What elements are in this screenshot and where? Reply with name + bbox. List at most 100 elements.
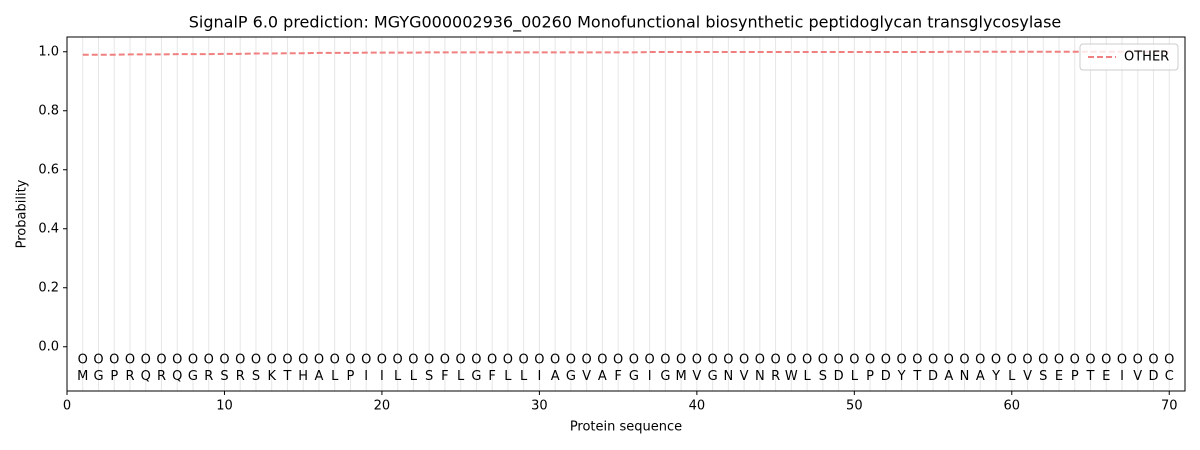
state-label: O — [770, 353, 780, 368]
residue-label: H — [298, 369, 308, 384]
state-label: O — [156, 353, 166, 368]
y-tick-label: 1.0 — [38, 44, 59, 59]
residue-label: L — [410, 369, 418, 384]
state-label: O — [1133, 353, 1143, 368]
state-label: O — [723, 353, 733, 368]
state-label: O — [739, 353, 749, 368]
state-label: O — [251, 353, 261, 368]
residue-label: A — [598, 369, 607, 384]
residue-label: I — [380, 369, 384, 384]
state-label: O — [1085, 353, 1095, 368]
residue-label: A — [551, 369, 560, 384]
state-label: O — [1070, 353, 1080, 368]
y-tick-label: 0.6 — [38, 162, 59, 177]
state-label: O — [645, 353, 655, 368]
residue-label: L — [1008, 369, 1016, 384]
state-label: O — [393, 353, 403, 368]
residue-label: W — [785, 369, 798, 384]
state-label: O — [377, 353, 387, 368]
residue-label: T — [282, 369, 291, 384]
residue-label: D — [1148, 369, 1158, 384]
state-label: O — [959, 353, 969, 368]
state-label: O — [503, 353, 513, 368]
residue-label: F — [614, 369, 621, 384]
x-tick-label: 60 — [1004, 399, 1021, 414]
residue-label: R — [236, 369, 245, 384]
residue-label: A — [976, 369, 985, 384]
residue-label: G — [471, 369, 481, 384]
state-label: O — [550, 353, 560, 368]
residue-label: C — [1165, 369, 1174, 384]
residue-label: Q — [141, 369, 151, 384]
residue-label: R — [125, 369, 134, 384]
state-label: O — [881, 353, 891, 368]
residue-label: V — [1023, 369, 1032, 384]
state-label: O — [896, 353, 906, 368]
series-line — [82, 50, 1170, 56]
residue-label: L — [520, 369, 528, 384]
state-label: O — [944, 353, 954, 368]
state-label: O — [109, 353, 119, 368]
residue-label: L — [504, 369, 512, 384]
residue-label: N — [960, 369, 970, 384]
state-label: O — [676, 353, 686, 368]
chart-title: SignalP 6.0 prediction: MGYG000002936_00… — [189, 13, 1062, 33]
residue-label: D — [928, 369, 938, 384]
state-label: O — [865, 353, 875, 368]
residue-label: L — [803, 369, 811, 384]
state-label: O — [282, 353, 292, 368]
residue-label: I — [648, 369, 652, 384]
plot-frame — [66, 36, 1186, 392]
state-label: O — [1007, 353, 1017, 368]
state-label: O — [1164, 353, 1174, 368]
state-label: O — [582, 353, 592, 368]
state-label: O — [991, 353, 1001, 368]
residue-label: A — [314, 369, 323, 384]
state-label: O — [298, 353, 308, 368]
residue-label: N — [755, 369, 765, 384]
state-label: O — [487, 353, 497, 368]
state-label: O — [975, 353, 985, 368]
residue-label: G — [93, 369, 103, 384]
residue-label: V — [740, 369, 749, 384]
state-label: O — [471, 353, 481, 368]
state-label: O — [928, 353, 938, 368]
state-label: O — [534, 353, 544, 368]
state-label: O — [1054, 353, 1064, 368]
residue-label: G — [708, 369, 718, 384]
state-label: O — [424, 353, 434, 368]
state-label: O — [660, 353, 670, 368]
state-label: O — [692, 353, 702, 368]
state-label: O — [597, 353, 607, 368]
residue-label: S — [252, 369, 260, 384]
state-label: O — [330, 353, 340, 368]
legend-box — [1079, 43, 1179, 71]
state-label: O — [912, 353, 922, 368]
residue-label: I — [364, 369, 368, 384]
state-label: O — [188, 353, 198, 368]
residue-label: R — [204, 369, 213, 384]
state-label: O — [707, 353, 717, 368]
residue-label: G — [566, 369, 576, 384]
state-label: O — [1148, 353, 1158, 368]
state-label: O — [566, 353, 576, 368]
state-label: O — [345, 353, 355, 368]
residue-label: L — [851, 369, 859, 384]
residue-label: E — [1102, 369, 1110, 384]
state-label: O — [1022, 353, 1032, 368]
residue-label: F — [441, 369, 448, 384]
residue-label: F — [488, 369, 495, 384]
residue-label: M — [77, 369, 88, 384]
residue-label: S — [1039, 369, 1047, 384]
residue-label: P — [347, 369, 355, 384]
residue-label: T — [912, 369, 921, 384]
state-label: O — [755, 353, 765, 368]
y-axis-label: Probability — [15, 179, 30, 248]
state-label: O — [172, 353, 182, 368]
residue-label: V — [582, 369, 591, 384]
y-tick-label: 0.8 — [38, 103, 59, 118]
residue-label: S — [425, 369, 433, 384]
residue-label: R — [771, 369, 780, 384]
